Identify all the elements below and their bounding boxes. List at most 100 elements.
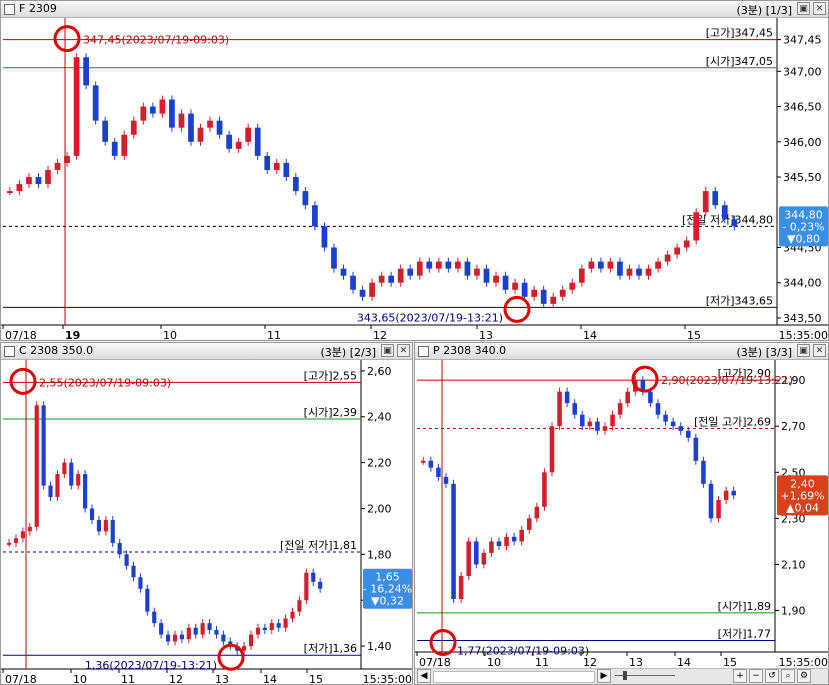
candle-body xyxy=(693,437,699,461)
candle-body xyxy=(426,261,433,269)
time-tick-label: 14 xyxy=(677,656,691,669)
candle-body xyxy=(416,261,423,276)
highlight-circle xyxy=(217,643,245,671)
candle-body xyxy=(496,541,502,547)
candle-body xyxy=(397,268,404,283)
scroll-thumb[interactable] xyxy=(433,671,595,683)
maximize-icon[interactable]: ▣ xyxy=(797,344,810,357)
zoom-out-icon[interactable]: − xyxy=(749,669,763,683)
time-tick-label: 13 xyxy=(479,329,493,341)
candle-body xyxy=(159,99,166,114)
low-note: 1,36(2023/07/19-13:21) xyxy=(85,659,217,672)
candle-body xyxy=(549,426,555,473)
time-tick-label: 12 xyxy=(169,673,183,685)
pane-checkbox[interactable] xyxy=(418,346,429,357)
pane-title: C 2308 350.0 xyxy=(19,344,94,357)
badge-pct: +1,69% xyxy=(780,489,824,502)
pane-titlebar[interactable]: C 2308 350.0 (3분) [2/3] ▣ ✕ xyxy=(1,343,412,360)
highlight-circle xyxy=(631,365,659,393)
price-tick-label: 2,10 xyxy=(781,558,806,571)
candle-body xyxy=(262,627,267,631)
candle-body xyxy=(407,268,414,276)
candle-body xyxy=(702,191,709,213)
candle-body xyxy=(435,261,442,269)
candle-body xyxy=(302,191,309,206)
candle-body xyxy=(731,219,738,227)
candle-body xyxy=(264,155,271,170)
chart-pane-f2309[interactable]: F 2309 (3분) [1/3] ▣ ✕ 347,45 347,00 346,50… xyxy=(0,0,829,341)
candle-body xyxy=(378,275,385,283)
scroll-left-icon[interactable]: ◀ xyxy=(417,669,431,683)
badge-pct: - 0,23% xyxy=(782,220,824,233)
price-tick-label: 343,50 xyxy=(783,312,822,325)
candle-body xyxy=(216,120,223,135)
candle-body xyxy=(670,421,676,427)
candle-body xyxy=(610,414,615,427)
pane-titlebar[interactable]: F 2309 (3분) [1/3] ▣ ✕ xyxy=(1,1,828,18)
scroll-right-icon[interactable]: ▶ xyxy=(597,669,611,683)
candle-body xyxy=(723,490,729,500)
candle-body xyxy=(598,261,604,269)
candle-body xyxy=(283,618,288,628)
candle-body xyxy=(131,565,136,578)
chart-pane-c2308[interactable]: C 2308 350.0 (3분) [2/3] ▣ ✕ 2,60 2,40 2,20… xyxy=(0,342,413,685)
candle-body xyxy=(340,268,347,276)
time-tick-label: 13 xyxy=(629,656,643,669)
candle-body xyxy=(55,474,60,498)
badge-price: 344,80 xyxy=(784,208,823,221)
price-tick-label: 345,50 xyxy=(783,171,822,184)
reference-line-label: [저가]1,77 xyxy=(718,627,771,640)
pane-period-info: (3분) [2/3] xyxy=(320,346,376,359)
badge-chg: ▼0,32 xyxy=(371,595,404,608)
price-tick-label: 1,40 xyxy=(367,640,392,653)
candle-body xyxy=(221,634,226,642)
reference-line-label: [전일 고가]2,69 xyxy=(694,415,771,429)
candle-body xyxy=(625,391,630,404)
horizontal-scrollbar[interactable]: ◀ ▶ + − ↺ ⌕ ⚙ xyxy=(415,668,828,684)
highlight-circle xyxy=(9,367,37,395)
zoom-slider-track[interactable] xyxy=(615,675,675,676)
search-icon[interactable]: ⌕ xyxy=(781,669,795,683)
pane-checkbox[interactable] xyxy=(4,4,15,15)
price-chart[interactable]: 2,902,702,502,302,101,90[고가]2,90[전일 고가]2… xyxy=(415,360,829,670)
candle-body xyxy=(138,577,143,589)
maximize-icon[interactable]: ▣ xyxy=(797,2,810,15)
candle-body xyxy=(297,600,302,612)
candle-body xyxy=(130,120,137,135)
candle-body xyxy=(172,634,178,642)
zoom-reset-icon[interactable]: ↺ xyxy=(765,669,779,683)
pane-checkbox[interactable] xyxy=(4,346,15,357)
candle-body xyxy=(655,403,661,415)
low-note: 1,77(2023/07/19-09:03) xyxy=(457,644,589,657)
close-icon[interactable]: ✕ xyxy=(397,344,410,357)
candle-body xyxy=(721,205,728,220)
candle-body xyxy=(145,588,150,612)
close-icon[interactable]: ✕ xyxy=(813,344,826,357)
maximize-icon[interactable]: ▣ xyxy=(381,344,394,357)
candle-body xyxy=(436,467,441,477)
current-price-badge xyxy=(777,475,828,516)
candle-body xyxy=(117,542,122,555)
candle-body xyxy=(73,57,80,156)
zoom-slider-handle[interactable] xyxy=(623,671,627,680)
reference-line-label: [고가]347,45 xyxy=(706,27,773,40)
candle-body xyxy=(35,177,42,185)
current-price-badge xyxy=(779,206,828,247)
zoom-in-icon[interactable]: + xyxy=(733,669,747,683)
candle-body xyxy=(559,289,566,297)
candle-body xyxy=(152,611,157,624)
candle-body xyxy=(102,120,109,142)
gear-icon[interactable]: ⚙ xyxy=(797,669,811,683)
price-chart[interactable]: 2,602,402,202,001,801,601,40[고가]2,55[시가]… xyxy=(1,360,413,685)
reference-line-label: [저가]343,65 xyxy=(706,294,773,307)
highlight-circle xyxy=(503,295,531,323)
chart-pane-p2308[interactable]: P 2308 340.0 (3분) [3/3] ▣ ✕ 2,90 2,70 2,50… xyxy=(414,342,829,685)
candle-body xyxy=(369,282,375,297)
candle-body xyxy=(678,426,683,431)
candle-body xyxy=(54,162,61,170)
candle-body xyxy=(693,212,700,241)
candle-body xyxy=(34,405,39,527)
pane-titlebar[interactable]: P 2308 340.0 (3분) [3/3] ▣ ✕ xyxy=(415,343,828,360)
close-icon[interactable]: ✕ xyxy=(813,2,826,15)
price-chart[interactable]: 347,45347,00346,50346,00345,50344,50344,… xyxy=(1,18,829,341)
